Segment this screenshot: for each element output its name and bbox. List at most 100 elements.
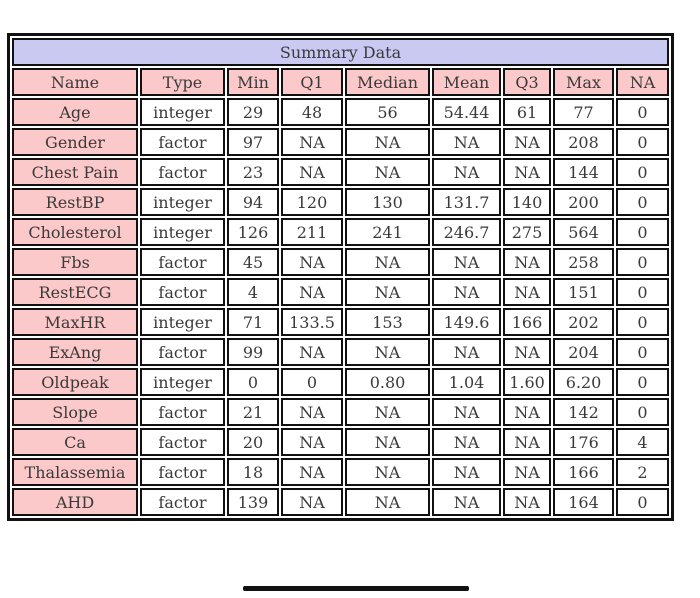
data-cell: 48 bbox=[281, 98, 343, 126]
table-row: Ca factor 20 NA NA NA NA 176 4 bbox=[12, 428, 669, 456]
table-row: Thalassemia factor 18 NA NA NA NA 166 2 bbox=[12, 458, 669, 486]
column-header-type: Type bbox=[140, 68, 225, 96]
data-cell: NA bbox=[503, 278, 551, 306]
data-cell: NA bbox=[432, 488, 501, 516]
data-cell: NA bbox=[432, 278, 501, 306]
data-cell: NA bbox=[503, 488, 551, 516]
data-cell: 0 bbox=[616, 158, 669, 186]
column-header-mean: Mean bbox=[432, 68, 501, 96]
row-name-cell: Fbs bbox=[12, 248, 138, 276]
data-cell: NA bbox=[281, 398, 343, 426]
data-cell: NA bbox=[345, 278, 430, 306]
data-cell: integer bbox=[140, 188, 225, 216]
data-cell: NA bbox=[432, 248, 501, 276]
data-cell: 21 bbox=[227, 398, 279, 426]
data-cell: 0 bbox=[281, 368, 343, 396]
data-cell: 2 bbox=[616, 458, 669, 486]
data-cell: NA bbox=[432, 128, 501, 156]
data-cell: 29 bbox=[227, 98, 279, 126]
data-cell: 204 bbox=[553, 338, 614, 366]
bottom-rule bbox=[243, 586, 469, 591]
data-cell: integer bbox=[140, 218, 225, 246]
data-cell: 133.5 bbox=[281, 308, 343, 336]
data-cell: NA bbox=[281, 458, 343, 486]
column-header-median: Median bbox=[345, 68, 430, 96]
data-cell: 0 bbox=[616, 188, 669, 216]
table-row: ExAng factor 99 NA NA NA NA 204 0 bbox=[12, 338, 669, 366]
data-cell: 6.20 bbox=[553, 368, 614, 396]
data-cell: NA bbox=[503, 398, 551, 426]
data-cell: NA bbox=[281, 338, 343, 366]
row-name-cell: Ca bbox=[12, 428, 138, 456]
row-name-cell: MaxHR bbox=[12, 308, 138, 336]
table-row: Oldpeak integer 0 0 0.80 1.04 1.60 6.20 0 bbox=[12, 368, 669, 396]
data-cell: NA bbox=[281, 128, 343, 156]
title-row: Summary Data bbox=[12, 38, 669, 66]
data-cell: 94 bbox=[227, 188, 279, 216]
data-cell: NA bbox=[281, 248, 343, 276]
data-cell: NA bbox=[503, 458, 551, 486]
data-cell: 0 bbox=[616, 398, 669, 426]
data-cell: NA bbox=[345, 428, 430, 456]
column-header-na: NA bbox=[616, 68, 669, 96]
data-cell: 166 bbox=[553, 458, 614, 486]
data-cell: NA bbox=[345, 458, 430, 486]
table-row: Cholesterol integer 126 211 241 246.7 275 564 0 bbox=[12, 218, 669, 246]
data-cell: 0 bbox=[616, 368, 669, 396]
data-cell: 20 bbox=[227, 428, 279, 456]
data-cell: 241 bbox=[345, 218, 430, 246]
column-header-q1: Q1 bbox=[281, 68, 343, 96]
data-cell: factor bbox=[140, 428, 225, 456]
data-cell: 208 bbox=[553, 128, 614, 156]
row-name-cell: Slope bbox=[12, 398, 138, 426]
data-cell: factor bbox=[140, 488, 225, 516]
data-cell: NA bbox=[281, 158, 343, 186]
data-cell: 1.60 bbox=[503, 368, 551, 396]
data-cell: factor bbox=[140, 338, 225, 366]
data-cell: 120 bbox=[281, 188, 343, 216]
data-cell: 144 bbox=[553, 158, 614, 186]
data-cell: NA bbox=[432, 428, 501, 456]
data-cell: 61 bbox=[503, 98, 551, 126]
row-name-cell: RestECG bbox=[12, 278, 138, 306]
table-header-row: Name Type Min Q1 Median Mean Q3 Max NA bbox=[12, 68, 669, 96]
table-row: MaxHR integer 71 133.5 153 149.6 166 202 0 bbox=[12, 308, 669, 336]
data-cell: 130 bbox=[345, 188, 430, 216]
data-cell: NA bbox=[432, 398, 501, 426]
data-cell: NA bbox=[281, 278, 343, 306]
data-cell: 149.6 bbox=[432, 308, 501, 336]
data-cell: 200 bbox=[553, 188, 614, 216]
column-header-max: Max bbox=[553, 68, 614, 96]
table-row: RestBP integer 94 120 130 131.7 140 200 0 bbox=[12, 188, 669, 216]
table-row: Age integer 29 48 56 54.44 61 77 0 bbox=[12, 98, 669, 126]
table-row: Fbs factor 45 NA NA NA NA 258 0 bbox=[12, 248, 669, 276]
data-cell: NA bbox=[503, 158, 551, 186]
data-cell: NA bbox=[281, 488, 343, 516]
data-cell: 275 bbox=[503, 218, 551, 246]
data-cell: 0.80 bbox=[345, 368, 430, 396]
table-title: Summary Data bbox=[12, 38, 669, 66]
data-cell: 0 bbox=[616, 128, 669, 156]
data-cell: 140 bbox=[503, 188, 551, 216]
table-row: Slope factor 21 NA NA NA NA 142 0 bbox=[12, 398, 669, 426]
data-cell: 164 bbox=[553, 488, 614, 516]
table-row: RestECG factor 4 NA NA NA NA 151 0 bbox=[12, 278, 669, 306]
data-cell: NA bbox=[345, 488, 430, 516]
data-cell: NA bbox=[503, 338, 551, 366]
data-cell: NA bbox=[432, 338, 501, 366]
data-cell: NA bbox=[281, 428, 343, 456]
data-cell: 0 bbox=[616, 338, 669, 366]
row-name-cell: Age bbox=[12, 98, 138, 126]
data-cell: 71 bbox=[227, 308, 279, 336]
data-cell: 142 bbox=[553, 398, 614, 426]
data-cell: 153 bbox=[345, 308, 430, 336]
row-name-cell: Chest Pain bbox=[12, 158, 138, 186]
data-cell: NA bbox=[432, 458, 501, 486]
table-row: Gender factor 97 NA NA NA NA 208 0 bbox=[12, 128, 669, 156]
data-cell: 151 bbox=[553, 278, 614, 306]
data-cell: factor bbox=[140, 158, 225, 186]
data-cell: 45 bbox=[227, 248, 279, 276]
row-name-cell: Cholesterol bbox=[12, 218, 138, 246]
data-cell: 202 bbox=[553, 308, 614, 336]
